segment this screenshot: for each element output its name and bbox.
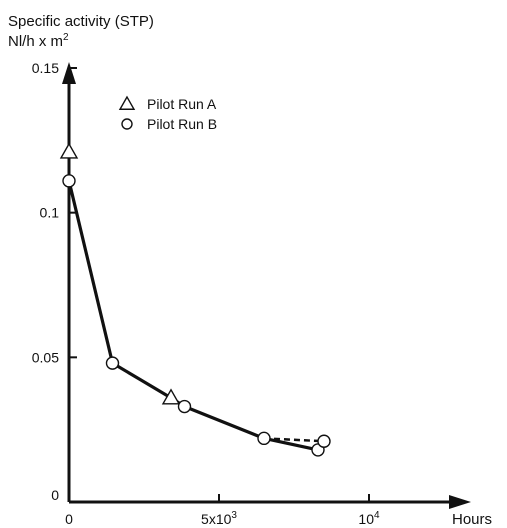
y-tick-label: 0 bbox=[51, 487, 59, 503]
legend-marker-circle bbox=[121, 118, 133, 130]
data-point-triangle bbox=[59, 142, 79, 159]
y-axis-label-line1: Specific activity (STP) bbox=[8, 13, 154, 30]
data-point-circle bbox=[62, 174, 76, 188]
legend-label: Pilot Run A bbox=[147, 96, 217, 112]
legend-marker-triangle bbox=[118, 95, 136, 110]
x-tick-label: 104 bbox=[358, 510, 380, 527]
data-points bbox=[59, 142, 331, 457]
x-axis-label: Hours bbox=[452, 511, 492, 528]
y-axis-label-unit-exponent: 2 bbox=[63, 32, 69, 43]
data-point-circle bbox=[177, 399, 192, 414]
y-tick-label: 0.05 bbox=[32, 349, 59, 365]
x-tick-label: 5x103 bbox=[201, 510, 237, 527]
data-point-circle bbox=[317, 434, 331, 448]
y-tick-label: 0.1 bbox=[40, 205, 60, 221]
tick-labels: 0 0.05 0.1 0.15 0 5x103 104 bbox=[32, 60, 380, 527]
x-axis-arrowhead bbox=[449, 495, 471, 509]
data-point-circle bbox=[105, 356, 120, 370]
legend-label: Pilot Run B bbox=[147, 116, 217, 132]
x-tick-label: 0 bbox=[65, 511, 73, 527]
y-tick-label: 0.15 bbox=[32, 60, 59, 76]
y-axis-label-unit: Nl/h x m bbox=[8, 33, 63, 50]
y-axis-arrowhead bbox=[62, 62, 76, 84]
legend: Pilot Run A Pilot Run B bbox=[118, 95, 217, 132]
y-axis-label-line2: Nl/h x m2 bbox=[8, 32, 69, 50]
data-point-triangle bbox=[161, 388, 181, 405]
data-point-circle bbox=[257, 431, 271, 446]
series-lines bbox=[67, 180, 325, 452]
solid-line bbox=[67, 180, 319, 452]
dashed-line bbox=[263, 437, 325, 443]
